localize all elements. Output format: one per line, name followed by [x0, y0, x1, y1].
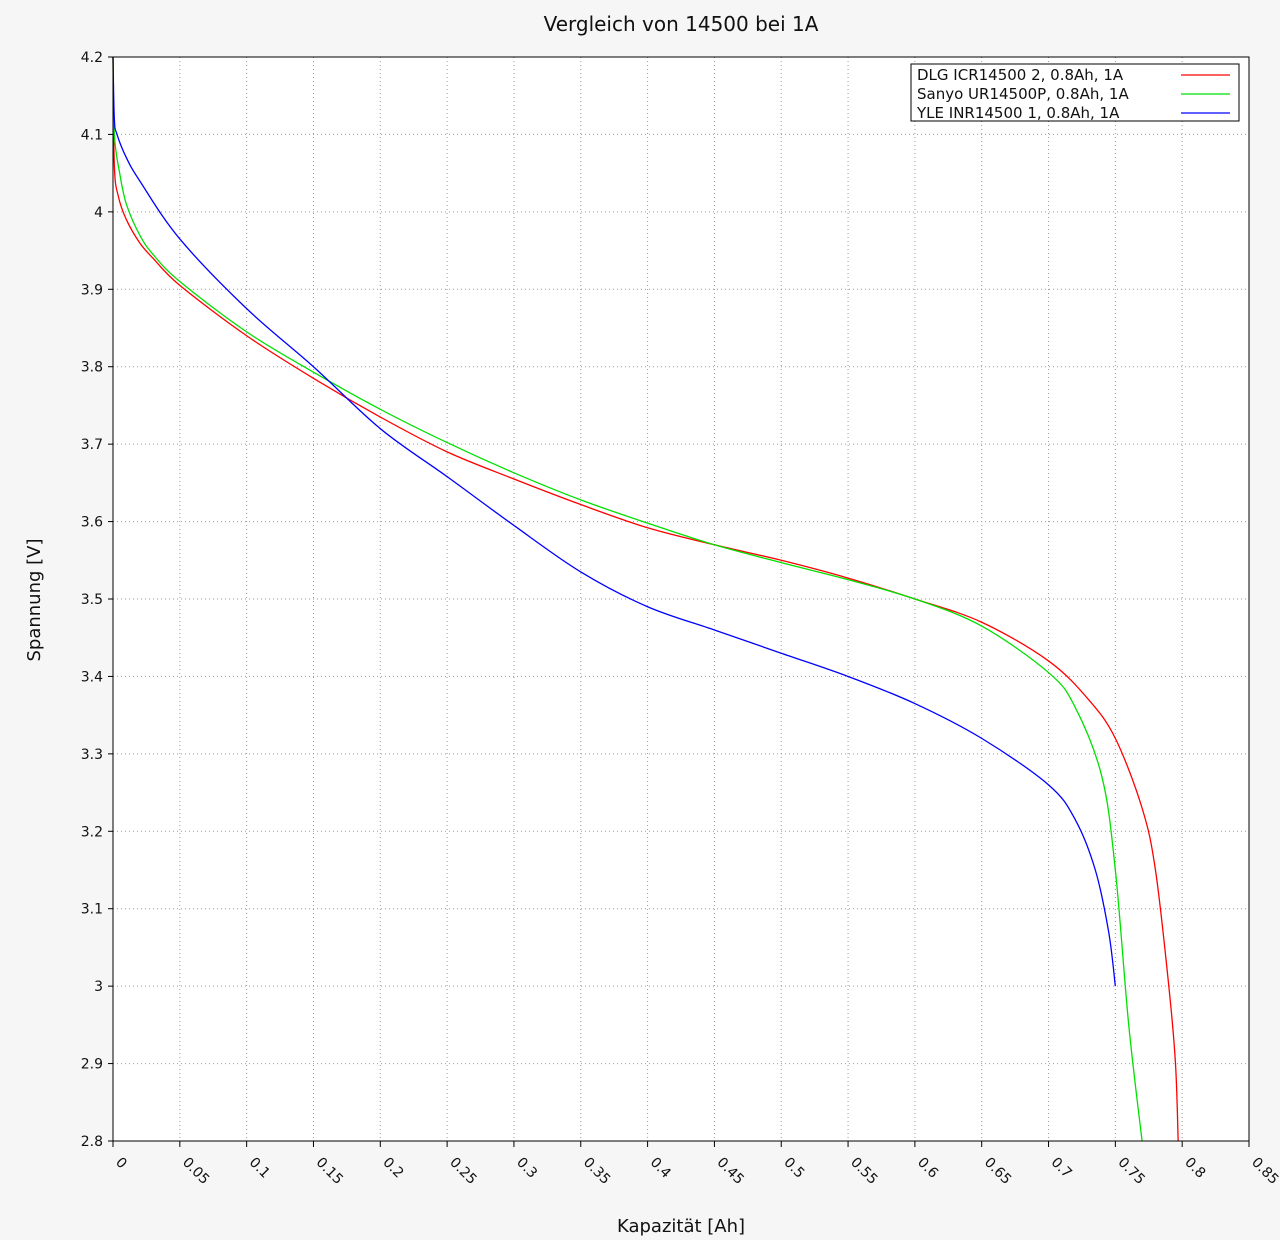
gridlines [113, 57, 1249, 1141]
y-tick-label: 2.9 [81, 1057, 103, 1073]
x-tick-label: 0.15 [313, 1155, 346, 1188]
x-tick-label: 0.2 [379, 1155, 406, 1182]
x-tick-label: 0.35 [580, 1155, 613, 1188]
x-tick-label: 0.05 [179, 1155, 212, 1188]
x-axis-title: Kapazität [Ah] [617, 1216, 745, 1237]
y-tick-label: 3.2 [81, 824, 103, 840]
y-tick-label: 3.7 [81, 437, 103, 453]
x-tick-label: 0.45 [714, 1155, 747, 1188]
x-tick-label: 0.4 [647, 1155, 674, 1182]
y-tick-label: 3.5 [81, 592, 103, 608]
y-tick-label: 3 [94, 979, 103, 995]
x-tick-label: 0.25 [446, 1155, 479, 1188]
y-tick-label: 3.1 [81, 902, 103, 918]
x-tick-label: 0.6 [914, 1155, 941, 1182]
series-line-3 [112, 56, 1116, 987]
y-tick-label: 3.3 [81, 747, 103, 763]
legend-box [910, 63, 1240, 122]
y-tick-label: 4.1 [81, 127, 103, 143]
x-tick-label: 0.8 [1181, 1155, 1208, 1182]
x-tick-label: 0.5 [780, 1155, 807, 1182]
series-line-2 [112, 56, 1143, 1142]
y-tick-label: 3.8 [81, 360, 103, 376]
x-tick-label: 0.3 [513, 1155, 540, 1182]
y-tick-label: 2.8 [81, 1134, 103, 1150]
x-tick-label: 0.65 [981, 1155, 1014, 1188]
x-tick-label: 0.75 [1115, 1155, 1148, 1188]
x-tick-label: 0 [112, 1155, 130, 1173]
y-tick-label: 3.4 [81, 669, 103, 685]
chart-title: Vergleich von 14500 bei 1A [544, 12, 819, 36]
data-series [112, 56, 1179, 1142]
legend-label-3: YLE INR14500 1, 0.8Ah, 1A [916, 104, 1120, 122]
x-tick-label: 0.55 [847, 1155, 880, 1188]
y-axis-title: Spannung [V] [24, 538, 45, 661]
y-tick-label: 3.9 [81, 282, 103, 298]
y-tick-label: 4 [94, 205, 103, 221]
y-tick-label: 4.2 [81, 50, 103, 66]
series-line-1 [112, 56, 1179, 1142]
legend-label-1: DLG ICR14500 2, 0.8Ah, 1A [917, 66, 1124, 84]
legend-label-2: Sanyo UR14500P, 0.8Ah, 1A [917, 85, 1129, 103]
x-tick-label: 0.85 [1248, 1155, 1280, 1188]
x-tick-label: 0.7 [1048, 1155, 1075, 1182]
y-tick-label: 3.6 [81, 515, 103, 531]
x-tick-label: 0.1 [246, 1155, 273, 1182]
